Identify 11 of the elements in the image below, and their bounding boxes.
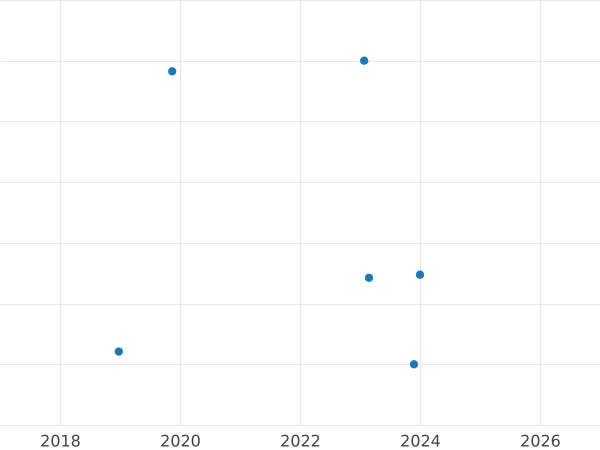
point bbox=[416, 270, 424, 279]
point bbox=[410, 360, 418, 368]
x-tick-label: 2020 bbox=[160, 432, 201, 450]
x-tick-label: 2022 bbox=[280, 432, 321, 450]
point bbox=[360, 56, 368, 65]
x-tick-label: 2024 bbox=[400, 432, 441, 450]
point bbox=[114, 347, 123, 356]
point bbox=[168, 67, 176, 76]
x-tick-label: 2026 bbox=[520, 432, 561, 450]
point bbox=[364, 274, 374, 282]
x-tick-label: 2018 bbox=[40, 432, 81, 450]
